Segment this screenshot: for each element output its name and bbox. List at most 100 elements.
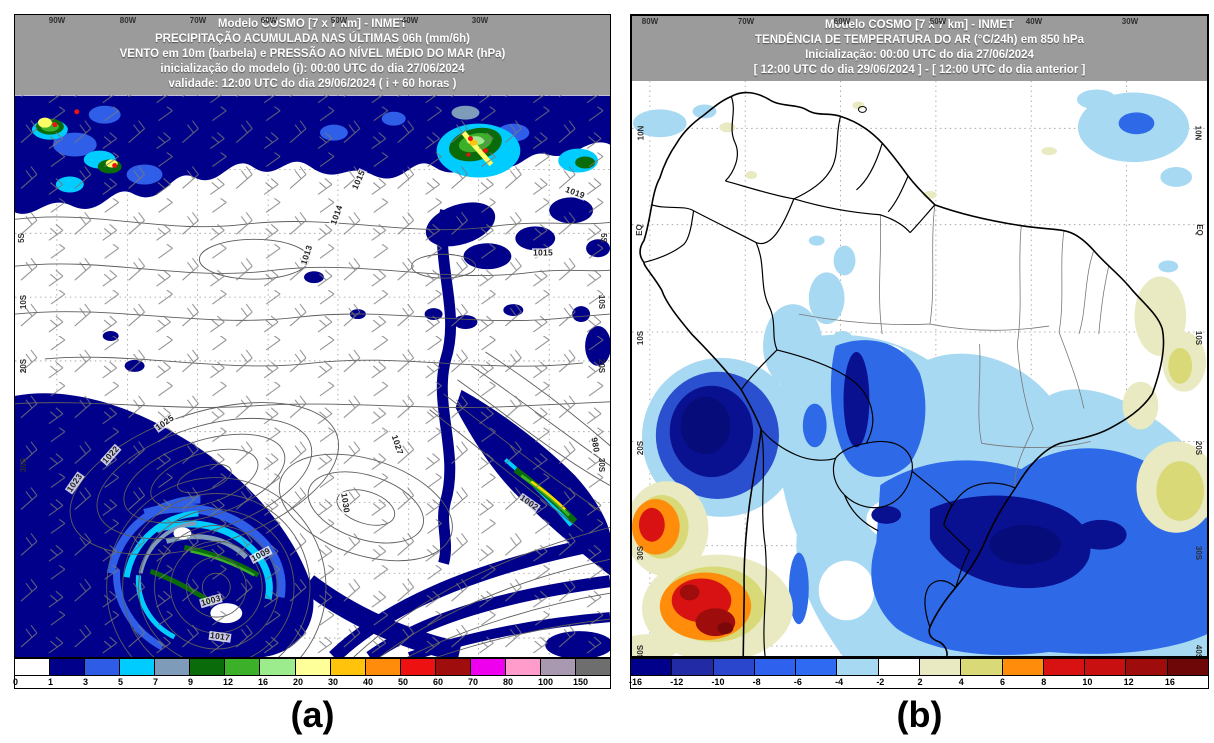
colorbar-segment (505, 659, 541, 675)
isobar-value-label: 1014 (328, 203, 346, 227)
longitude-label: 50W (929, 17, 947, 26)
map-b: 10N EQ 10S 20S 30S 40S 10N EQ 10S 20S 30S 40S Mode… (630, 14, 1209, 658)
colorbar-tick-label: 12 (1123, 677, 1134, 687)
latitude-label: 10N (1193, 125, 1203, 141)
latitude-label: 5S (16, 233, 26, 243)
colorbar-tick-label: 0 (13, 677, 19, 687)
colorbar-segment (1167, 659, 1208, 675)
colorbar-tick-label: 40 (363, 677, 374, 687)
colorbar-tick-label: 16 (258, 677, 269, 687)
colorbar-segment (155, 659, 191, 675)
longitude-label: 70W (737, 17, 755, 26)
wind-barb-field (15, 15, 610, 657)
title-line: [ 12:00 UTC do dia 29/06/2024 ] - [ 12:0… (753, 64, 1086, 76)
colorbar-tick-label: 12 (223, 677, 234, 687)
coastline (639, 91, 1165, 656)
colorbar-segment (713, 659, 755, 675)
colorbar-tick-label: 7 (153, 677, 159, 687)
latitude-label: 5S (599, 233, 609, 243)
caption-panel-b: (b) (896, 694, 943, 735)
isobar-value-label: 1019 (563, 184, 587, 202)
isobar-value-label: 1015 (349, 168, 368, 192)
colorbar-segment (672, 659, 714, 675)
island-trinidad (857, 105, 867, 113)
precipitation-map-canvas (15, 15, 610, 657)
colorbar-segment (796, 659, 838, 675)
colorbar-tick-label: -8 (752, 677, 761, 687)
colorbar-tick-label: 8 (1041, 677, 1047, 687)
colorbar-segment (50, 659, 86, 675)
colorbar-segment (1085, 659, 1127, 675)
longitude-label: 50W (330, 16, 348, 25)
latitude-label: 40S (636, 644, 646, 658)
colorbar-segment (365, 659, 401, 675)
colorbar-tick-label: 1 (48, 677, 54, 687)
longitude-label: 40W (401, 16, 419, 25)
latitude-labels-right: 10N EQ 10S 20S 30S 40S (1193, 16, 1207, 658)
title-band-a: Modelo COSMO [7 x 7 km] - INMET PRECIPITA… (15, 15, 610, 95)
colorbar-tick-label: 100 (538, 677, 554, 687)
country-borders (643, 96, 1016, 656)
longitude-label: 30W (471, 16, 489, 25)
latitude-label: 30S (596, 457, 606, 473)
colorbar-segment (295, 659, 331, 675)
isobar-value-label: 1022 (100, 443, 122, 467)
colorbar-tick-label: -4 (835, 677, 844, 687)
colorbar-tick-label: -12 (670, 677, 684, 687)
colorbar-tick-label: 20 (293, 677, 304, 687)
isobar-value-label: 1030 (338, 491, 353, 515)
latitude-label: 10S (1193, 330, 1203, 346)
isobar-value-label: 1025 (153, 412, 177, 434)
isobar-value-label: 1009 (249, 545, 273, 565)
longitude-label: 90W (48, 16, 66, 25)
latitude-label: 40S (1193, 644, 1203, 658)
latitude-labels-right: 5S 10S 20S 30S (596, 15, 610, 657)
latitude-label: 20S (636, 440, 646, 456)
panel-b-temperature-tendency: 10N EQ 10S 20S 30S 40S 10N EQ 10S 20S 30S 40S Mode… (629, 14, 1209, 735)
longitude-labels-a: 90W 80W 70W 60W 50W 40W 30W (15, 15, 610, 27)
colorbar-segment (919, 659, 962, 675)
latitude-label: 20S (596, 358, 606, 374)
colorbar-tick-label: 80 (503, 677, 514, 687)
longitude-label: 80W (641, 17, 659, 26)
brazil-state-borders (798, 204, 1110, 489)
isobar-value-label: 1015 (531, 247, 555, 258)
colorbar-tick-label: 30 (328, 677, 339, 687)
colorbar-segment (576, 659, 611, 675)
colorbar-segment (878, 659, 920, 675)
colorbar-tick-label: 70 (468, 677, 479, 687)
colorbar-tick-label: 3 (83, 677, 89, 687)
latitude-label: 30S (636, 545, 646, 561)
colorbar-segment (961, 659, 1003, 675)
latitude-label: 30S (19, 457, 29, 473)
colorbar-segment (85, 659, 121, 675)
longitude-label: 60W (833, 17, 851, 26)
colorbar-segment (754, 659, 797, 675)
title-line: inicialização do modelo (i): 00:00 UTC d… (160, 63, 465, 75)
latitude-label: 10N (636, 125, 646, 141)
colorbar-tick-label: 5 (118, 677, 124, 687)
colorbar-segment (435, 659, 471, 675)
latitude-label: EQ (634, 224, 644, 236)
title-line: Modelo COSMO [7 x 7 km] - INMET (217, 18, 408, 30)
isobar-value-label: 1027 (389, 433, 406, 457)
latitude-labels-left: 5S 10S 20S 30S (15, 15, 29, 657)
colorbar-tick-label: 9 (188, 677, 194, 687)
colorbar-tick-label: 150 (573, 677, 589, 687)
latitude-labels-left: 10N EQ 10S 20S 30S 40S (632, 16, 646, 658)
colorbar-tick-label: -6 (793, 677, 802, 687)
isobar-value-label: 1002 (517, 492, 541, 514)
colorbar-segment (120, 659, 156, 675)
colorbar-tick-label: 10 (1082, 677, 1093, 687)
longitude-label: 40W (1025, 17, 1043, 26)
colorbar-segment (15, 659, 51, 675)
colorbar-segment (1126, 659, 1168, 675)
colorbar-segment (400, 659, 436, 675)
colorbar-tick-label: 60 (433, 677, 444, 687)
colorbar-tick-label: 50 (398, 677, 409, 687)
colorbar-segment (470, 659, 506, 675)
latitude-label: 20S (1193, 440, 1203, 456)
title-line: Modelo COSMO [7 x 7 km] - INMET (824, 19, 1015, 31)
colorbar-segment (540, 659, 576, 675)
